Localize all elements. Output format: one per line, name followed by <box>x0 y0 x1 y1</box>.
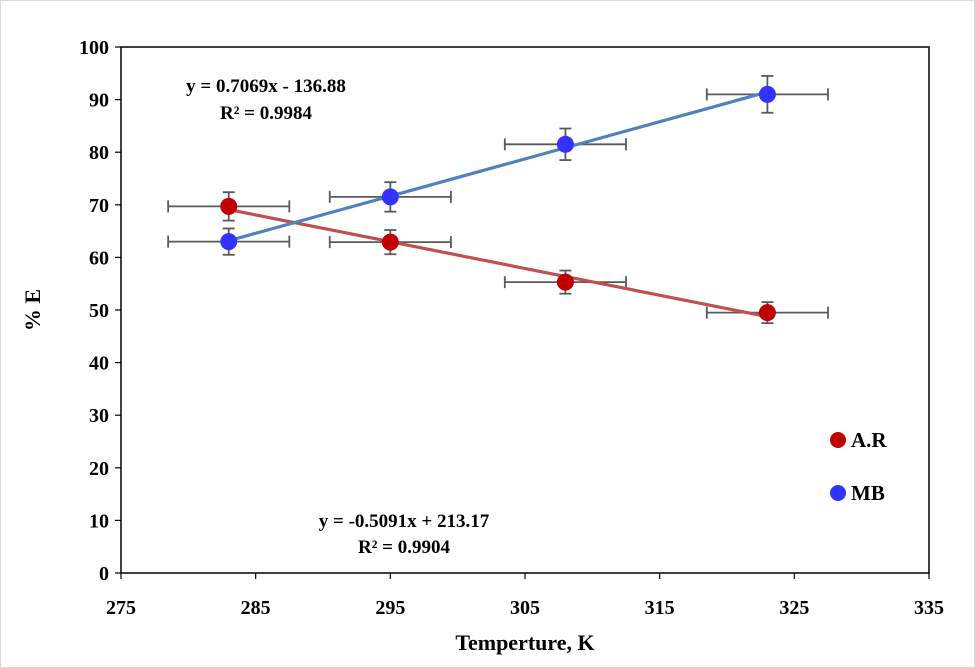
trendline-mb <box>228 90 768 243</box>
x-tick-label: 325 <box>779 597 809 619</box>
y-tick-label: 20 <box>89 458 109 480</box>
y-axis: 0 10 20 30 40 50 60 70 80 90 100 <box>79 37 121 585</box>
mb-trendline-r2: R² = 0.9984 <box>220 103 312 124</box>
y-tick-label: 100 <box>79 37 109 59</box>
ar-trendline-equation: y = -0.5091x + 213.17 <box>319 511 490 532</box>
x-axis-title: Temperture, K <box>455 630 594 655</box>
ar-trendline-r2: R² = 0.9904 <box>358 537 450 558</box>
series-layer <box>167 75 829 325</box>
legend-label-ar: A.R <box>851 428 887 452</box>
x-tick-label: 275 <box>106 597 136 619</box>
x-tick-label: 335 <box>914 597 944 619</box>
mb-trendline-equation: y = 0.7069x - 136.88 <box>186 76 346 97</box>
x-axis: 275 285 295 305 315 325 335 <box>106 573 944 619</box>
y-tick-label: 30 <box>89 405 109 427</box>
y-tick-label: 40 <box>89 353 109 375</box>
plot-area <box>120 46 930 574</box>
y-tick-label: 50 <box>89 300 109 322</box>
plot-border <box>120 46 930 574</box>
legend-marker-ar <box>830 432 846 448</box>
data-point-a-r <box>381 233 399 251</box>
x-tick-label: 295 <box>375 597 405 619</box>
trendline-a-r <box>228 207 768 319</box>
y-tick-label: 70 <box>89 195 109 217</box>
legend-label-mb: MB <box>851 481 885 505</box>
data-point-mb <box>220 233 238 251</box>
data-point-mb <box>758 85 776 103</box>
data-point-mb <box>381 188 399 206</box>
legend-marker-mb <box>830 485 846 501</box>
y-tick-label: 0 <box>99 563 109 585</box>
data-point-a-r <box>758 304 776 322</box>
y-axis-title: % E <box>20 289 45 331</box>
y-tick-label: 80 <box>89 142 109 164</box>
series-a-r-errorbars <box>167 191 829 325</box>
y-tick-label: 10 <box>89 510 109 532</box>
x-tick-label: 285 <box>241 597 271 619</box>
data-point-mb <box>556 135 574 153</box>
data-point-a-r <box>556 273 574 291</box>
legend: A.R MB <box>830 428 887 505</box>
data-point-a-r <box>220 197 238 215</box>
x-tick-label: 305 <box>510 597 540 619</box>
y-tick-label: 90 <box>89 90 109 112</box>
y-tick-label: 60 <box>89 247 109 269</box>
x-tick-label: 315 <box>645 597 675 619</box>
